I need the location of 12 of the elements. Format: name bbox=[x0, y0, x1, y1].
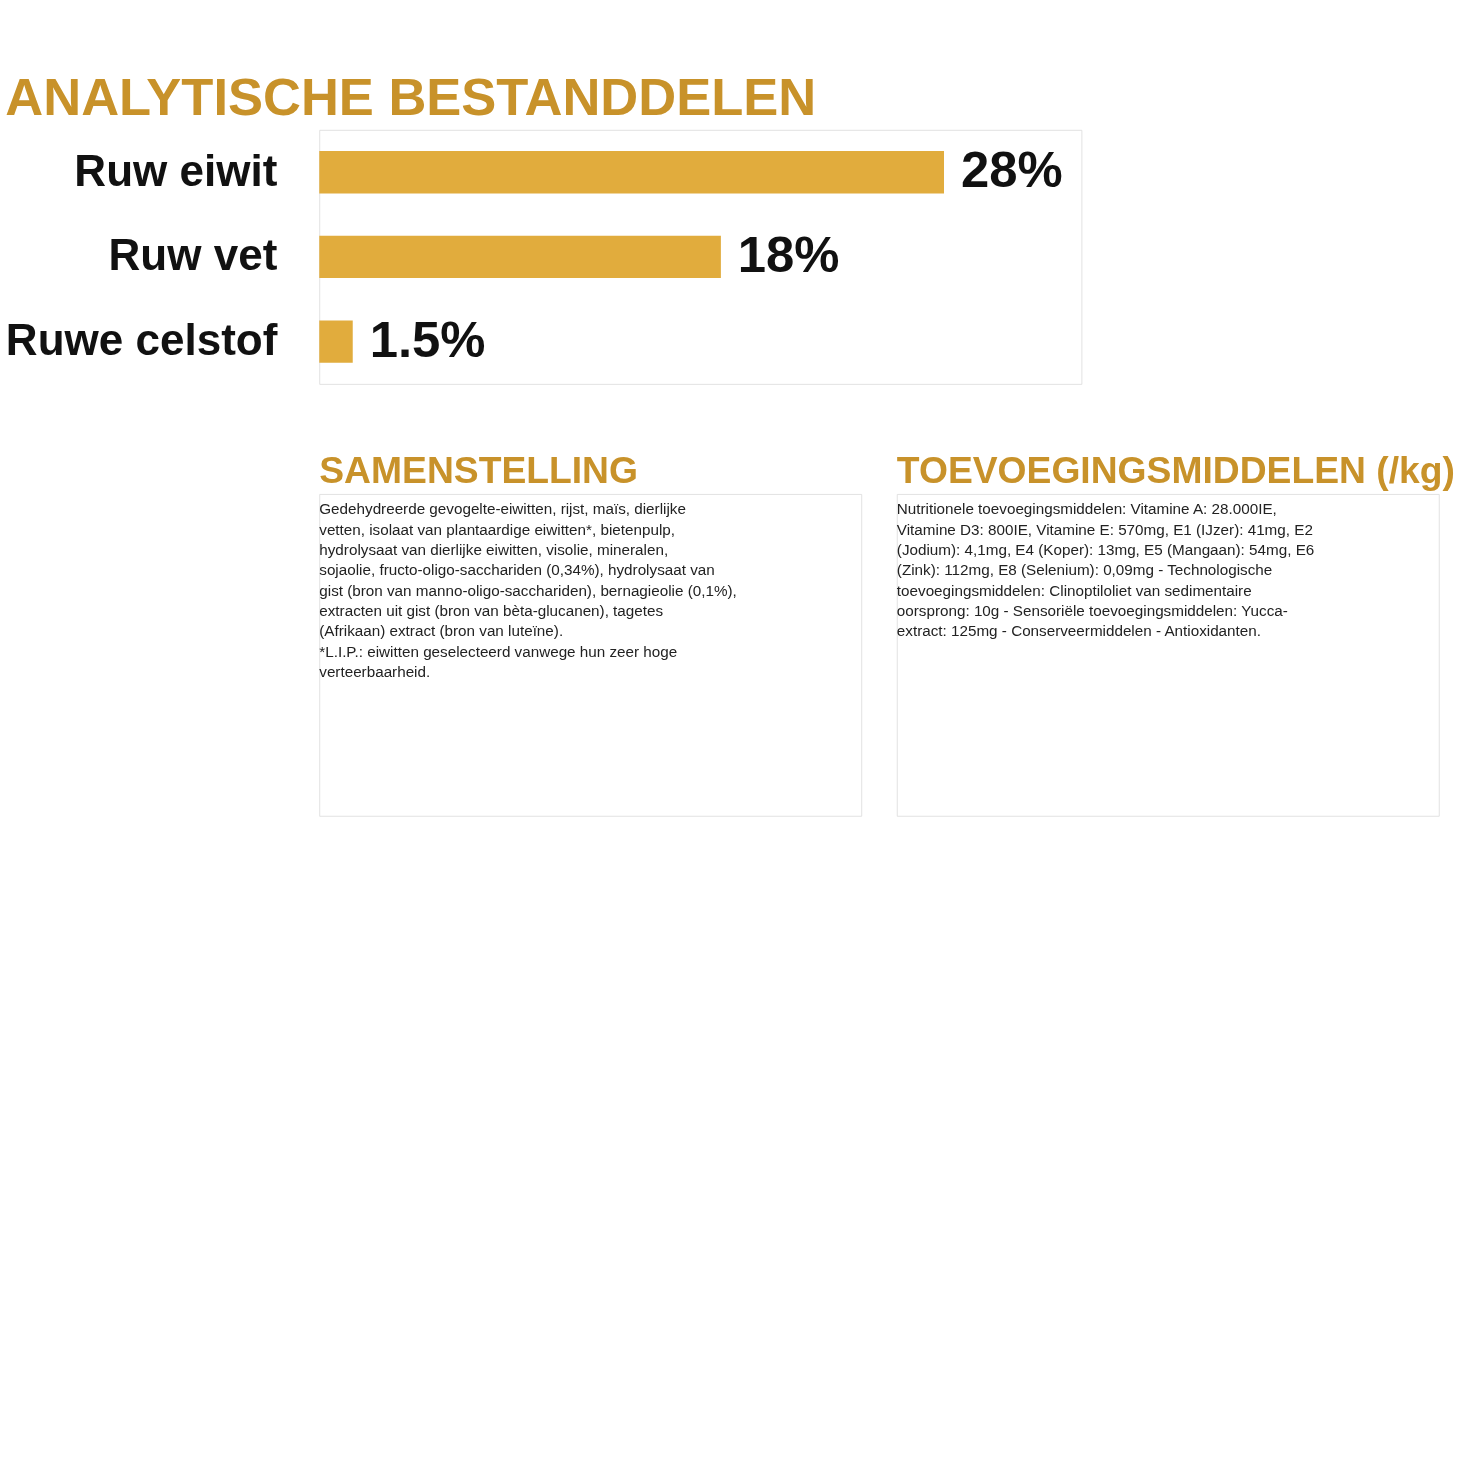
text: TOEVOEGINGSMIDDELEN (/kg) bbox=[896, 449, 1455, 492]
data-label: 18% bbox=[737, 226, 840, 284]
text: Gedehydreerde gevogelte-eiwitten, rijst, maïs, dierlijke vetten, isolaat van plantaardige eiwitten*, bietenpulp, hydrolysaat van dierlijke eiwitten, visolie, mineralen, sojaolie, fructo-oligo-sacchariden (0,34%), hydrolysaat van gist (bron van manno-oligo-sacchariden), bernagieolie (0,1%), extracten uit gist (bron van bèta-glucanen), tagetes (Afrikaan) extract (bron van luteïne). bbox=[319, 500, 737, 640]
y-tick-label: Ruw eiwit bbox=[74, 145, 278, 195]
text: SAMENSTELLING bbox=[319, 449, 638, 492]
text: *L.I.P.: eiwitten geselecteerd vanwege hun zeer hoge verteerbaarheid. bbox=[319, 642, 678, 680]
y-tick-label: Ruw vet bbox=[108, 230, 278, 280]
text: Nutritionele toevoegingsmiddelen: Vitamine A: 28.000IE, Vitamine D3: 800IE, Vitamine E: 570mg, E1 (IJzer): 41mg, E2 (Jodium): 4,1mg, E4 (Koper): 13mg, E5 (Mangaan): 54mg, E6 (Zink): 112mg, E8 (Selenium): 0,09mg - Technologische toevoegingsmiddelen: Clinoptiloliet van sedimentaire oorsprong: 10g - Sensoriële toevoegingsmiddelen: Yucca-extract: 125mg - Conserveermiddelen - Antioxidanten. bbox=[896, 500, 1315, 640]
data-label: 28% bbox=[960, 141, 1063, 199]
y-tick-label: Ruwe celstof bbox=[5, 315, 278, 365]
chart-title: ANALYTISCHE BESTANDDELEN bbox=[5, 67, 817, 127]
data-label: 1.5% bbox=[369, 310, 486, 368]
